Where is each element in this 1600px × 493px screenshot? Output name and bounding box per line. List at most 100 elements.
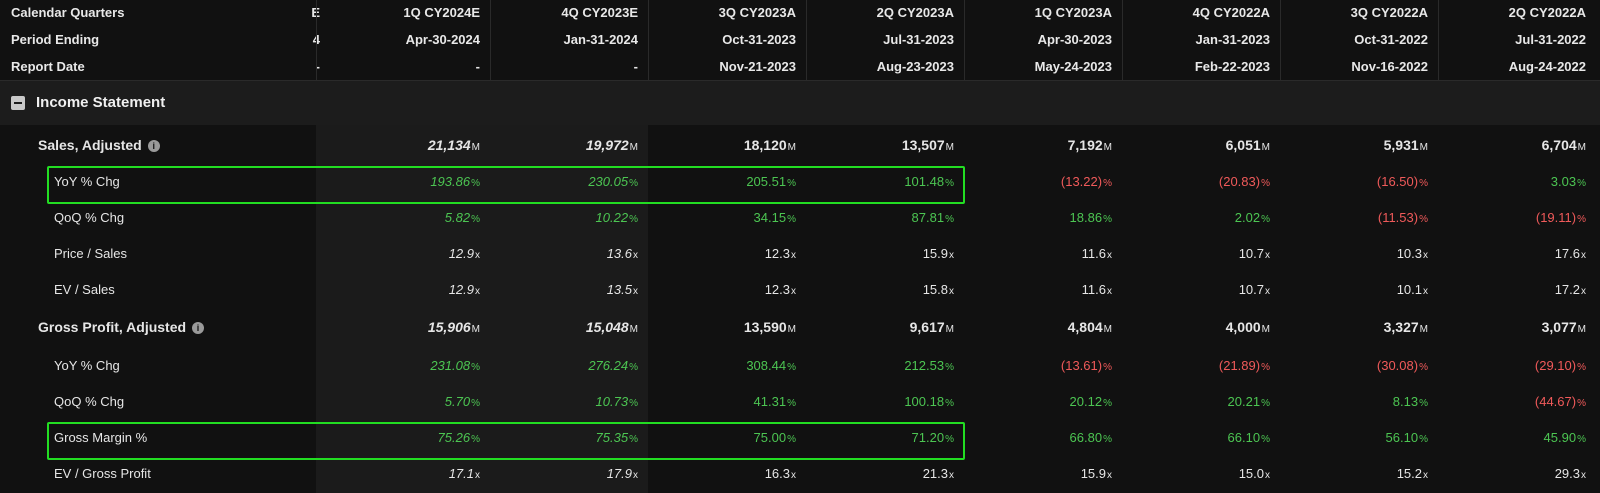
cell-value[interactable]: (19.11)% (1536, 210, 1586, 225)
cell-value[interactable]: 66.10% (1228, 430, 1270, 445)
cell-number: 230.05 (588, 174, 629, 189)
cell-value[interactable]: 20.21% (1228, 394, 1270, 409)
header-report: Nov-21-2023 (719, 59, 796, 74)
cell-value[interactable]: (13.22)% (1061, 174, 1112, 189)
cell-value[interactable]: 276.24% (588, 358, 638, 373)
cell-value[interactable]: 18,120M (744, 137, 796, 153)
cell-value[interactable]: 13.6x (607, 246, 638, 261)
cell-value[interactable]: 9,617M (910, 319, 954, 335)
cell-value[interactable]: 17.6x (1555, 246, 1586, 261)
cell-value[interactable]: 15,048M (586, 319, 638, 335)
cell-value[interactable]: 13.5x (607, 282, 638, 297)
cell-value[interactable]: 75.35% (596, 430, 638, 445)
cell-value[interactable]: 18.86% (1070, 210, 1112, 225)
cell-value[interactable]: 15.9x (923, 246, 954, 261)
cell-value[interactable]: (20.83)% (1219, 174, 1270, 189)
cell-unit: x (475, 470, 480, 481)
cell-value[interactable]: (30.08)% (1377, 358, 1428, 373)
cell-value[interactable]: 230.05% (588, 174, 638, 189)
cell-value[interactable]: 5.70% (445, 394, 480, 409)
cell-unit: M (629, 324, 638, 335)
cell-value[interactable]: 11.6x (1082, 282, 1112, 297)
cell-value[interactable]: 45.90% (1544, 430, 1586, 445)
cell-value[interactable]: 3.03% (1551, 174, 1586, 189)
cell-number: 8.13 (1392, 394, 1419, 409)
cell-unit: % (471, 398, 480, 409)
cell-unit: % (1419, 214, 1428, 225)
cell-value[interactable]: 15,906M (428, 319, 480, 335)
cell-value[interactable]: 10.73% (596, 394, 638, 409)
cell-value[interactable]: 4,000M (1226, 319, 1270, 335)
cell-value[interactable]: 231.08% (430, 358, 480, 373)
cell-unit: x (949, 250, 954, 261)
cell-value[interactable]: 12.3x (765, 282, 796, 297)
cell-value[interactable]: 101.48% (904, 174, 954, 189)
cell-value[interactable]: 10.22% (596, 210, 638, 225)
cell-value[interactable]: 34.15% (754, 210, 796, 225)
cell-value[interactable]: 13,590M (744, 319, 796, 335)
cell-value[interactable]: 11.6x (1082, 246, 1112, 261)
cell-value[interactable]: 100.18% (904, 394, 954, 409)
cell-value[interactable]: 3,327M (1384, 319, 1428, 335)
cell-value[interactable]: 15.0x (1239, 466, 1270, 481)
cell-value[interactable]: (21.89)% (1219, 358, 1270, 373)
cell-value[interactable]: 193.86% (430, 174, 480, 189)
cell-value[interactable]: (11.53)% (1378, 210, 1428, 225)
cell-value[interactable]: 7,192M (1068, 137, 1112, 153)
cell-value[interactable]: 12.3x (765, 246, 796, 261)
cell-value[interactable]: 19,972M (586, 137, 638, 153)
cell-value[interactable]: 6,704M (1542, 137, 1586, 153)
cell-value[interactable]: 2.02% (1235, 210, 1270, 225)
cell-value[interactable]: 10.7x (1239, 246, 1270, 261)
info-icon[interactable]: i (192, 322, 205, 334)
cell-value[interactable]: 75.00% (754, 430, 796, 445)
cell-value[interactable]: (44.67)% (1535, 394, 1586, 409)
cell-value[interactable]: 15.2x (1397, 466, 1428, 481)
cell-value[interactable]: (13.61)% (1061, 358, 1112, 373)
cell-value[interactable]: 15.9x (1081, 466, 1112, 481)
cell-value[interactable]: (16.50)% (1377, 174, 1428, 189)
cell-value[interactable]: 10.3x (1397, 246, 1428, 261)
cell-value[interactable]: 8.13% (1393, 394, 1428, 409)
cell-value[interactable]: 21.3x (923, 466, 954, 481)
cell-value[interactable]: 71.20% (912, 430, 954, 445)
column-header: Calendar Quarters Period Ending Report D… (0, 0, 1600, 81)
cell-value[interactable]: 12.9x (449, 282, 480, 297)
cell-value[interactable]: 16.3x (765, 466, 796, 481)
cell-unit: x (949, 286, 954, 297)
cell-value[interactable]: 29.3x (1555, 466, 1586, 481)
cell-value[interactable]: 15.8x (923, 282, 954, 297)
cell-value[interactable]: 10.1x (1397, 282, 1428, 297)
cell-value[interactable]: 56.10% (1386, 430, 1428, 445)
cell-value[interactable]: 5,931M (1384, 137, 1428, 153)
column-divider (1280, 0, 1281, 80)
cell-value[interactable]: 17.2x (1555, 282, 1586, 297)
collapse-icon[interactable] (11, 96, 25, 110)
cell-value[interactable]: 205.51% (746, 174, 796, 189)
header-report: May-24-2023 (1034, 59, 1112, 74)
column-divider (490, 0, 491, 80)
cell-value[interactable]: (29.10)% (1535, 358, 1586, 373)
cell-value[interactable]: 21,134M (428, 137, 480, 153)
cell-value[interactable]: 212.53% (904, 358, 954, 373)
info-icon[interactable]: i (147, 140, 160, 152)
cell-value[interactable]: 308.44% (746, 358, 796, 373)
cell-value[interactable]: 12.9x (449, 246, 480, 261)
cell-value[interactable]: 41.31% (754, 394, 796, 409)
cell-value[interactable]: 87.81% (912, 210, 954, 225)
cell-number: 10.73 (595, 394, 629, 409)
header-quarter: 4Q CY2023E (561, 5, 638, 20)
cell-value[interactable]: 3,077M (1542, 319, 1586, 335)
cell-value[interactable]: 13,507M (902, 137, 954, 153)
cell-value[interactable]: 6,051M (1226, 137, 1270, 153)
cell-value[interactable]: 17.1x (449, 466, 480, 481)
cell-value[interactable]: 75.26% (438, 430, 480, 445)
cell-value[interactable]: 66.80% (1070, 430, 1112, 445)
cell-value[interactable]: 4,804M (1068, 319, 1112, 335)
cell-value[interactable]: 17.9x (607, 466, 638, 481)
cell-value[interactable]: 10.7x (1239, 282, 1270, 297)
income-statement-section[interactable]: Income Statement (0, 81, 1600, 125)
highlight-box-sales-yoy (47, 166, 965, 204)
cell-value[interactable]: 5.82% (445, 210, 480, 225)
cell-value[interactable]: 20.12% (1070, 394, 1112, 409)
